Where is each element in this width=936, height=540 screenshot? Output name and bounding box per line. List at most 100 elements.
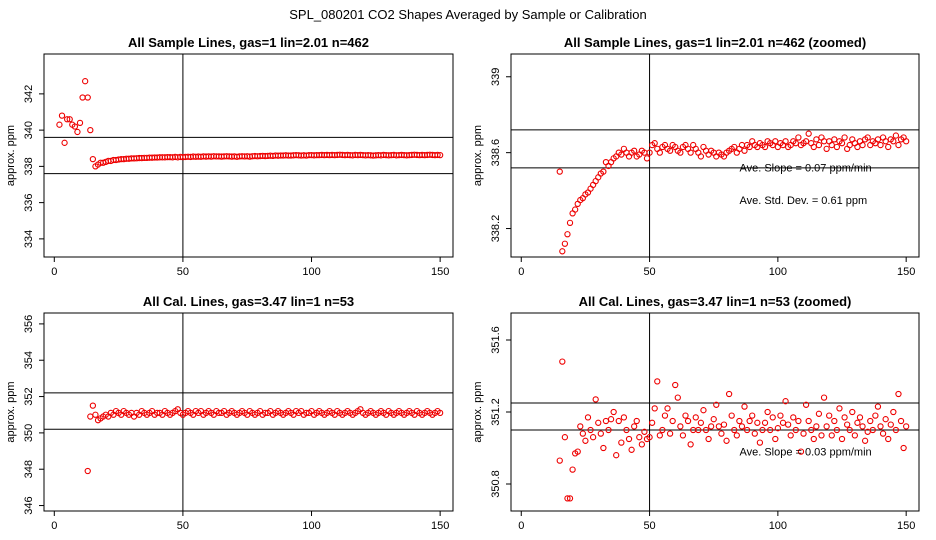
data-point bbox=[561, 240, 569, 247]
x-tick-label: 100 bbox=[302, 266, 320, 278]
figure-title: SPL_080201 CO2 Shapes Averaged by Sample… bbox=[289, 7, 647, 22]
data-point bbox=[566, 219, 574, 227]
data-point bbox=[738, 141, 746, 149]
data-point bbox=[646, 149, 653, 156]
data-point bbox=[631, 147, 638, 154]
x-tick-label: 100 bbox=[769, 266, 787, 278]
data-point bbox=[815, 410, 823, 417]
data-point bbox=[687, 149, 694, 156]
data-point bbox=[841, 414, 848, 421]
data-point bbox=[792, 426, 799, 434]
data-point bbox=[656, 432, 663, 439]
data-point bbox=[92, 411, 99, 418]
data-point bbox=[700, 407, 707, 414]
data-point bbox=[574, 448, 581, 455]
data-point bbox=[903, 138, 910, 145]
data-point bbox=[808, 426, 815, 434]
data-point bbox=[792, 140, 799, 147]
data-point bbox=[810, 435, 817, 443]
data-point bbox=[746, 143, 753, 151]
data-point bbox=[802, 138, 810, 145]
data-point bbox=[718, 430, 725, 437]
data-point bbox=[643, 155, 651, 162]
data-point bbox=[615, 417, 622, 425]
y-axis-label: approx. ppm bbox=[5, 125, 17, 186]
data-point bbox=[569, 466, 576, 473]
data-point bbox=[895, 390, 902, 398]
data-point bbox=[743, 426, 751, 434]
data-point bbox=[610, 408, 617, 416]
data-point bbox=[587, 426, 594, 434]
data-point bbox=[661, 412, 669, 419]
data-point bbox=[754, 419, 761, 426]
data-point bbox=[628, 446, 635, 453]
data-point bbox=[823, 423, 830, 430]
data-point bbox=[831, 417, 838, 425]
data-point bbox=[777, 412, 784, 419]
data-point bbox=[761, 143, 769, 151]
data-point bbox=[800, 430, 807, 437]
data-point bbox=[623, 426, 630, 434]
data-point bbox=[595, 419, 602, 426]
data-points bbox=[556, 130, 910, 255]
data-point bbox=[566, 495, 574, 502]
data-point bbox=[577, 423, 584, 430]
data-point bbox=[607, 416, 615, 423]
data-point bbox=[879, 430, 887, 437]
annotation-text: Ave. Std. Dev. = 0.61 ppm bbox=[739, 195, 867, 207]
data-point bbox=[890, 138, 897, 145]
data-point bbox=[87, 413, 94, 420]
data-point bbox=[682, 412, 689, 419]
data-point bbox=[87, 126, 94, 134]
data-point bbox=[434, 151, 441, 159]
chart-title: All Sample Lines, gas=1 lin=2.01 n=462 bbox=[128, 35, 369, 50]
y-tick-label: 356 bbox=[23, 315, 35, 333]
data-point bbox=[648, 419, 656, 426]
data-point bbox=[592, 396, 599, 403]
data-point bbox=[584, 414, 592, 421]
data-point bbox=[633, 417, 640, 425]
data-point bbox=[782, 138, 789, 145]
data-point bbox=[844, 421, 851, 428]
data-point bbox=[677, 423, 684, 430]
data-point bbox=[882, 138, 889, 145]
data-point bbox=[887, 421, 894, 428]
data-point bbox=[772, 435, 779, 443]
x-tick-label: 50 bbox=[643, 266, 655, 278]
data-point bbox=[779, 419, 787, 426]
data-point bbox=[556, 457, 563, 464]
y-tick-label: 334 bbox=[23, 230, 35, 248]
data-point bbox=[749, 412, 756, 419]
data-point bbox=[813, 136, 820, 143]
y-tick-label: 339 bbox=[490, 68, 502, 86]
data-point bbox=[713, 401, 720, 408]
data-point bbox=[759, 426, 766, 434]
data-point bbox=[823, 145, 830, 153]
y-tick-label: 352 bbox=[23, 387, 35, 405]
data-point bbox=[769, 414, 776, 421]
data-point bbox=[802, 401, 810, 408]
data-point bbox=[641, 428, 648, 435]
data-point bbox=[861, 437, 869, 444]
data-point bbox=[605, 426, 612, 434]
data-point bbox=[64, 116, 71, 123]
plot-frame bbox=[43, 53, 454, 258]
data-point bbox=[56, 121, 63, 128]
data-point bbox=[826, 412, 833, 419]
data-point bbox=[723, 437, 730, 444]
x-tick-label: 50 bbox=[643, 520, 655, 532]
data-point bbox=[846, 141, 853, 149]
data-point bbox=[838, 140, 846, 147]
chart-title: All Sample Lines, gas=1 lin=2.01 n=462 (… bbox=[564, 35, 866, 50]
data-point bbox=[746, 417, 753, 425]
y-tick-label: 342 bbox=[23, 85, 35, 103]
data-points bbox=[56, 78, 444, 170]
data-point bbox=[833, 143, 841, 151]
data-point bbox=[600, 444, 607, 452]
panels-container: All Sample Lines, gas=1 lin=2.01 n=462 0 5… bbox=[5, 35, 920, 532]
data-point bbox=[818, 432, 825, 439]
chart-panel-3: All Cal. Lines, gas=3.47 lin=1 n=53 0 50 10… bbox=[5, 294, 454, 532]
y-tick-label: 340 bbox=[23, 121, 35, 139]
data-point bbox=[756, 439, 764, 446]
data-point bbox=[851, 432, 858, 439]
